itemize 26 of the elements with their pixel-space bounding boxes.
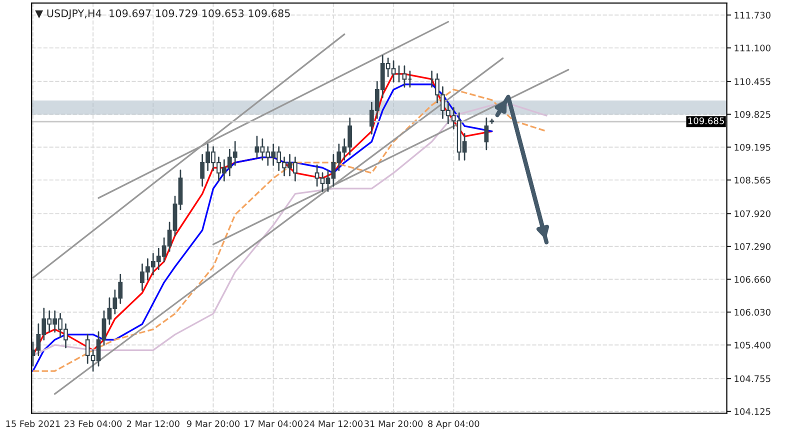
y-tick-label: 104.125 xyxy=(734,408,770,415)
y-tick-label: 111.100 xyxy=(734,44,770,52)
candlestick xyxy=(490,118,494,124)
candlestick xyxy=(402,65,407,88)
x-tick-label: 8 Apr 04:00 xyxy=(428,420,480,429)
y-tick-label: 109.825 xyxy=(734,111,770,118)
y-tick-label: 107.920 xyxy=(734,210,770,218)
y-tick-label: 109.195 xyxy=(734,144,770,151)
y-tick-label: 104.755 xyxy=(734,375,770,382)
x-tick-label: 24 Mar 12:00 xyxy=(304,420,363,428)
candlestick xyxy=(484,118,489,150)
y-tick-label: 105.400 xyxy=(734,342,770,349)
x-tick-label: 2 Mar 12:00 xyxy=(126,420,180,428)
y-tick-label: 110.455 xyxy=(734,78,770,86)
x-tick-label: 17 Mar 04:00 xyxy=(244,420,302,428)
x-tick-label: 31 Mar 20:00 xyxy=(364,420,423,428)
x-tick-label: 9 Mar 20:00 xyxy=(186,420,240,428)
ref-line-label: 109.685 xyxy=(688,117,724,124)
y-tick-label: 107.290 xyxy=(734,243,770,250)
text: ▼ USDJPY,H4 109.697 109.729 109.653 109.685 xyxy=(35,9,290,20)
y-tick-label: 106.660 xyxy=(734,276,770,283)
y-tick-label: 106.030 xyxy=(734,308,770,316)
x-tick-label: 23 Feb 04:00 xyxy=(64,420,122,428)
y-tick-label: 108.565 xyxy=(734,176,770,184)
y-tick-label: 111.730 xyxy=(734,12,770,19)
x-tick-label: 15 Feb 2021 xyxy=(6,420,60,428)
